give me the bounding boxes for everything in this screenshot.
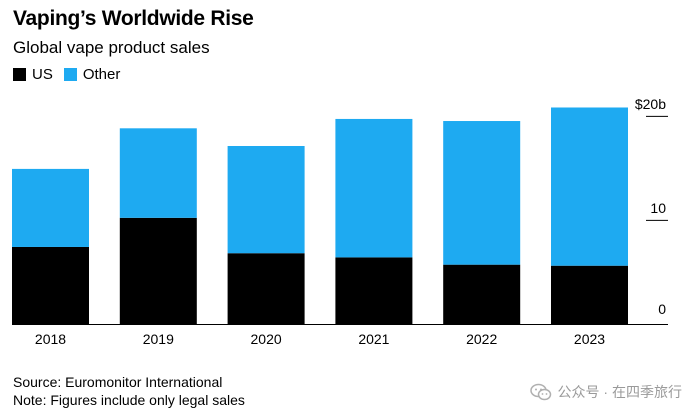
watermark-text: 公众号 · 在四季旅行 xyxy=(557,384,682,400)
bar-us-2020 xyxy=(227,253,305,324)
x-tick-label-2023: 2023 xyxy=(574,331,605,347)
bar-other-2018 xyxy=(12,168,89,247)
stacked-bar-chart: 2018 2019 2020 2021 2022 2023 0 10 $20b xyxy=(12,96,668,347)
bar-us-2023 xyxy=(551,265,628,324)
source-note: Source: Euromonitor International xyxy=(13,374,223,390)
chart-title: Vaping’s Worldwide Rise xyxy=(13,7,254,30)
bar-us-2018 xyxy=(12,246,89,324)
bar-other-2022 xyxy=(443,121,521,265)
footnote: Note: Figures include only legal sales xyxy=(13,392,245,408)
legend-swatch-us xyxy=(13,68,26,81)
x-tick-label-2020: 2020 xyxy=(251,331,282,347)
y-tick-label-20: $20b xyxy=(635,96,666,112)
legend: US Other xyxy=(13,66,131,83)
bar-other-2021 xyxy=(335,118,413,258)
x-tick-label-2019: 2019 xyxy=(143,331,174,347)
legend-label-us: US xyxy=(32,66,53,83)
x-tick-label-2018: 2018 xyxy=(35,331,66,347)
bar-us-2022 xyxy=(443,264,521,324)
bar-other-2023 xyxy=(551,107,628,266)
legend-swatch-other xyxy=(63,68,77,81)
x-tick-label-2022: 2022 xyxy=(466,331,497,347)
legend-label-other: Other xyxy=(82,66,121,83)
legend-item-other: Other xyxy=(63,66,121,83)
watermark: 公众号 · 在四季旅行 xyxy=(529,382,682,402)
y-tick-label-10: 10 xyxy=(650,200,666,216)
bar-other-2020 xyxy=(227,146,305,254)
bar-us-2021 xyxy=(335,257,413,324)
y-tick-label-0: 0 xyxy=(658,301,666,317)
bar-us-2019 xyxy=(119,217,197,324)
legend-item-us: US xyxy=(13,66,53,83)
bar-other-2019 xyxy=(119,128,197,218)
chart-subtitle: Global vape product sales xyxy=(13,38,210,57)
wechat-icon xyxy=(529,383,551,401)
x-tick-label-2021: 2021 xyxy=(358,331,389,347)
